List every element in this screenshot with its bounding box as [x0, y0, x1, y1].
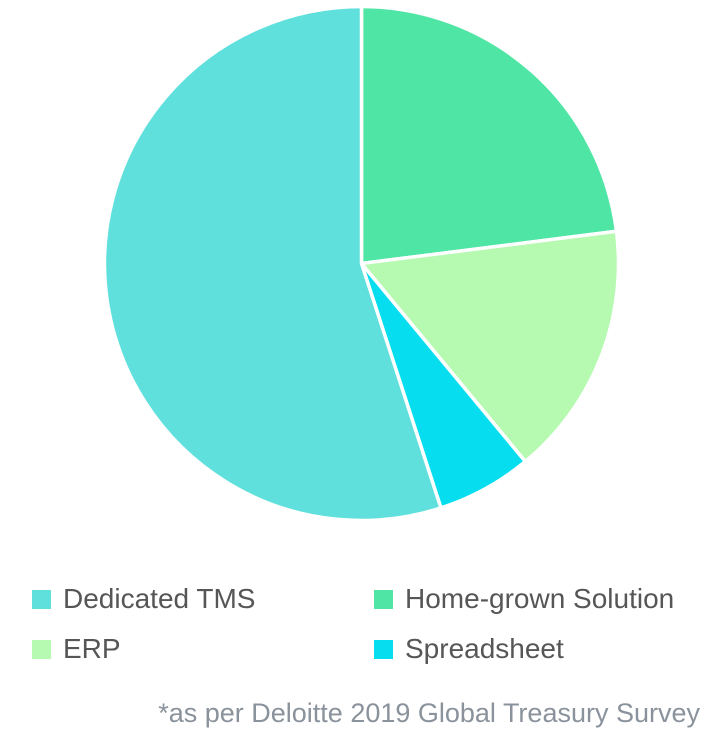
source-attribution: *as per Deloitte 2019 Global Treasury Su…: [158, 698, 700, 728]
legend-swatch-erp: [32, 639, 51, 659]
legend-label-spreadsheet: Spreadsheet: [405, 633, 564, 664]
legend-item-erp: ERP: [32, 635, 121, 663]
legend-swatch-home-grown-solution: [374, 589, 393, 609]
pie-slice-dedicated-tms: [102, 4, 443, 523]
legend-swatch-spreadsheet: [374, 639, 393, 659]
pie-slice-erp: [359, 229, 621, 464]
legend-swatch-dedicated-tms: [32, 589, 51, 609]
pie-chart: [102, 4, 621, 523]
legend-label-home-grown-solution: Home-grown Solution: [405, 583, 675, 614]
legend-label-dedicated-tms: Dedicated TMS: [63, 583, 256, 614]
legend-item-home-grown-solution: Home-grown Solution: [374, 585, 674, 613]
legend-label-erp: ERP: [63, 633, 121, 664]
legend-item-spreadsheet: Spreadsheet: [374, 635, 564, 663]
legend-item-dedicated-tms: Dedicated TMS: [32, 585, 255, 613]
pie-slice-home-grown-solution: [359, 4, 619, 266]
